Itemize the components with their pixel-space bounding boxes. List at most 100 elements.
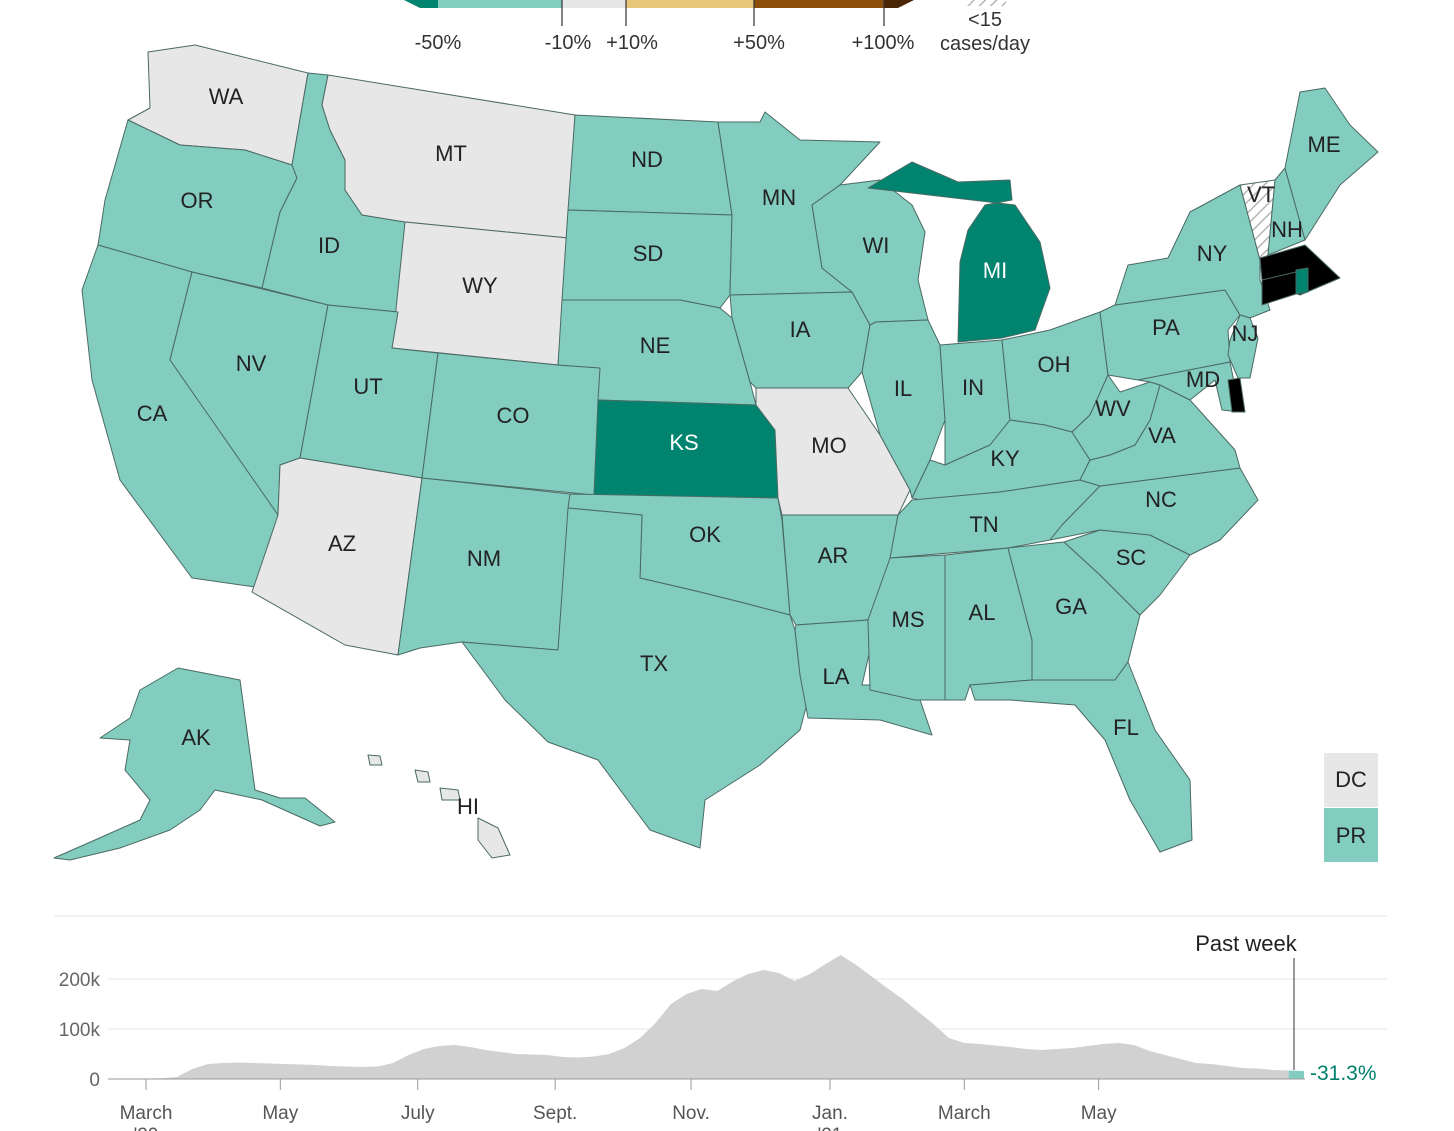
legend-hatch-label-line1: <15	[968, 9, 1002, 31]
x-axis-ticks: March'20MayJulySept.Nov.Jan.'21MarchMay	[120, 1079, 1117, 1131]
state-label: ME	[1308, 132, 1341, 157]
state-label: SD	[633, 241, 664, 266]
x-tick-sublabel: '20	[134, 1125, 159, 1131]
state-label: OR	[181, 188, 214, 213]
state-label: WY	[462, 273, 498, 298]
x-tick-label: March	[120, 1103, 173, 1124]
x-tick-label: Nov.	[672, 1103, 710, 1124]
state-label: MI	[983, 258, 1007, 283]
legend-segment-up-strong	[754, 0, 884, 8]
state-label: AZ	[328, 531, 356, 556]
state-label: UT	[353, 374, 382, 399]
state-label: NJ	[1232, 321, 1259, 346]
state-label: IN	[962, 375, 984, 400]
state-label: AR	[818, 543, 849, 568]
cases-area	[146, 955, 1289, 1079]
state-ny[interactable]	[1114, 184, 1271, 319]
legend-segment-down	[438, 0, 562, 8]
state-label: CA	[137, 401, 168, 426]
state-label: AK	[181, 725, 211, 750]
legend-segment-up	[626, 0, 754, 8]
x-tick-label: May	[1081, 1103, 1117, 1124]
state-nj[interactable]	[1227, 314, 1259, 379]
state-label: WI	[863, 233, 890, 258]
state-label: MD	[1186, 367, 1220, 392]
state-label: TX	[640, 651, 668, 676]
state-mi[interactable]	[867, 161, 1051, 343]
y-tick-label: 200k	[59, 970, 101, 991]
state-label: GA	[1055, 594, 1087, 619]
state-label: SC	[1116, 545, 1147, 570]
legend-tick-plus100: +100%	[852, 32, 915, 54]
state-label: OK	[689, 522, 721, 547]
state-label: LA	[823, 664, 850, 689]
state-label: PR	[1336, 823, 1367, 848]
legend-segment-down-strong	[420, 0, 438, 8]
legend-hatch-swatch	[966, 0, 1006, 6]
legend-tick-plus50: +50%	[733, 32, 785, 54]
legend: -50% -10% +10% +50% +100% <15 cases/day	[404, 0, 1030, 55]
state-label: HI	[457, 794, 479, 819]
state-label: KS	[669, 430, 698, 455]
state-label: DC	[1335, 767, 1367, 792]
national-trend-chart: 200k 100k 0 Past week -31.3% March'20May…	[59, 931, 1387, 1131]
state-me[interactable]	[1284, 87, 1379, 241]
state-label: ND	[631, 147, 663, 172]
legend-tick-minus10: -10%	[545, 32, 592, 54]
state-label: IL	[894, 376, 912, 401]
states	[53, 44, 1379, 862]
state-label: NC	[1145, 487, 1177, 512]
state-label: ID	[318, 233, 340, 258]
state-label: NV	[236, 351, 267, 376]
state-label: NY	[1197, 241, 1228, 266]
state-label: MT	[435, 141, 467, 166]
territory-dc-box[interactable]	[1324, 753, 1378, 807]
state-nc[interactable]	[1049, 467, 1259, 556]
legend-hatch-label-line2: cases/day	[940, 33, 1030, 55]
state-label: NE	[640, 333, 671, 358]
state-label: MS	[892, 607, 925, 632]
state-label: VT	[1247, 182, 1275, 207]
state-label: PA	[1152, 315, 1180, 340]
state-hi-islands	[414, 769, 431, 783]
state-label: NM	[467, 546, 501, 571]
x-tick-label: Jan.	[812, 1103, 848, 1124]
legend-arrow-right	[884, 0, 914, 8]
x-tick-label: July	[401, 1103, 435, 1124]
y-tick-label: 0	[89, 1070, 100, 1091]
x-tick-label: May	[262, 1103, 298, 1124]
state-ct[interactable]	[1261, 271, 1297, 306]
state-label: OH	[1038, 352, 1071, 377]
legend-tick-minus50: -50%	[415, 32, 462, 54]
state-ri[interactable]	[1295, 267, 1309, 295]
state-ak[interactable]	[53, 667, 336, 861]
state-fl[interactable]	[969, 661, 1193, 853]
territory-pr-box[interactable]	[1324, 808, 1378, 862]
state-label: KY	[990, 446, 1020, 471]
state-label: AL	[969, 600, 996, 625]
state-label: TN	[969, 512, 998, 537]
state-label: VA	[1148, 423, 1176, 448]
state-hi-islands-2	[439, 787, 461, 801]
legend-segment-flat	[562, 0, 626, 8]
last-change-value: -31.3%	[1310, 1062, 1377, 1085]
state-label: IA	[790, 317, 811, 342]
state-label: MN	[762, 185, 796, 210]
past-week-annotation: Past week	[1195, 931, 1297, 956]
x-tick-label: Sept.	[533, 1103, 577, 1124]
x-tick-sublabel: '21	[818, 1125, 843, 1131]
legend-tick-plus10: +10%	[606, 32, 658, 54]
state-hi[interactable]	[477, 817, 511, 859]
state-label: WA	[209, 84, 244, 109]
state-label: NH	[1271, 217, 1303, 242]
state-label: FL	[1113, 715, 1139, 740]
x-tick-label: March	[938, 1103, 991, 1124]
past-week-area	[1288, 1070, 1304, 1079]
state-de[interactable]	[1227, 377, 1246, 413]
state-labels: WA OR CA ID NV MT WY UT AZ CO NM ND SD N…	[137, 84, 1367, 848]
state-label: CO	[497, 403, 530, 428]
state-label: WV	[1095, 396, 1131, 421]
state-label: MO	[811, 433, 846, 458]
state-tx[interactable]	[461, 507, 809, 849]
